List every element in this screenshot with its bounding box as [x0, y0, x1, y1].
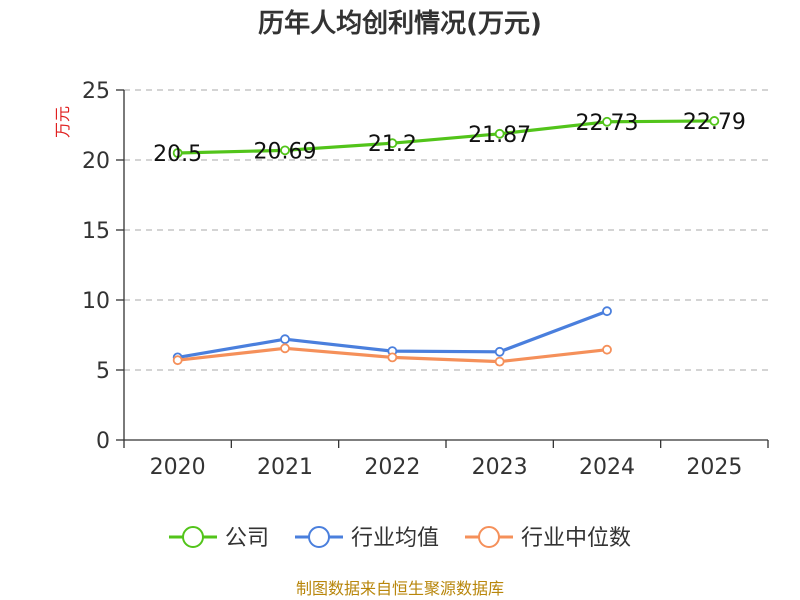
data-label: 21.87 [468, 123, 531, 148]
data-point[interactable] [494, 128, 505, 139]
x-tick-label: 2025 [686, 455, 742, 480]
legend-label: 公司 [225, 526, 269, 551]
data-point[interactable] [494, 356, 505, 367]
data-point[interactable] [280, 343, 290, 354]
series-line [176, 119, 716, 155]
x-tick-label: 2023 [472, 455, 528, 480]
y-axis-unit-label: 万元 [53, 106, 72, 138]
chart-title: 历年人均创利情况(万元) [258, 8, 542, 39]
y-tick-label: 15 [82, 219, 110, 244]
legend[interactable]: 公司 行业均值 行业中位数 [168, 526, 631, 551]
data-point[interactable] [602, 306, 612, 317]
data-label: 20.5 [153, 142, 202, 167]
series-1: 20.5 20.69 21.2 21.87 22.73 22.79 [153, 110, 746, 167]
legend-label: 行业均值 [351, 526, 439, 551]
data-point[interactable] [494, 346, 505, 357]
legend-label: 行业中位数 [521, 526, 631, 551]
legend-marker-icon [181, 526, 204, 548]
legend-marker-icon [478, 526, 501, 548]
legend-item-1[interactable]: 公司 [168, 526, 269, 551]
data-point[interactable] [387, 138, 398, 149]
data-label: 20.69 [254, 139, 317, 164]
data-label: 21.2 [368, 132, 417, 157]
data-point[interactable] [280, 334, 290, 345]
y-tick-label: 25 [82, 79, 110, 104]
y-tick-label: 20 [82, 149, 110, 174]
x-tick-label: 2020 [150, 455, 206, 480]
legend-marker-icon [307, 526, 330, 548]
x-tick-label: 2024 [579, 455, 635, 480]
y-tick-label: 0 [96, 429, 110, 454]
data-label: 22.79 [683, 110, 746, 135]
grid-lines [124, 89, 768, 371]
y-tick-label: 5 [96, 359, 110, 384]
x-tick-label: 2021 [257, 455, 313, 480]
data-point[interactable] [172, 355, 183, 366]
data-point[interactable] [172, 148, 183, 158]
series-3 [172, 343, 612, 367]
series-layer: 20.5 20.69 21.2 21.87 22.73 22.79 [153, 110, 746, 367]
y-tick-label: 10 [82, 289, 110, 314]
data-label: 22.73 [576, 111, 639, 136]
data-point[interactable] [602, 344, 612, 355]
data-point[interactable] [602, 116, 612, 127]
data-point[interactable] [709, 116, 720, 126]
legend-item-3[interactable]: 行业中位数 [465, 526, 631, 551]
data-point[interactable] [280, 145, 290, 156]
legend-item-2[interactable]: 行业均值 [294, 526, 439, 551]
data-point[interactable] [387, 352, 398, 363]
x-tick-label: 2022 [364, 455, 420, 480]
source-footer: 制图数据来自恒生聚源数据库 [296, 579, 504, 598]
